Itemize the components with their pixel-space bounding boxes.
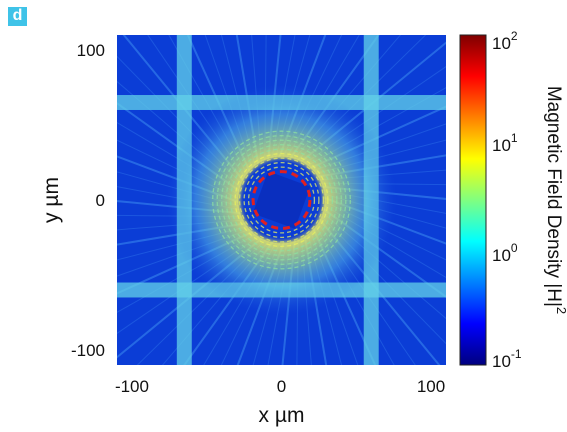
- ring-fringe: [238, 157, 325, 243]
- colorbar-tick-label: 100: [492, 241, 518, 265]
- y-axis-label: y µm: [40, 177, 63, 223]
- colorbar-tick-label: 10-1: [492, 347, 522, 371]
- colorbar-tick-label: 102: [492, 29, 518, 53]
- x-axis-label: x µm: [259, 404, 305, 427]
- plot-area: [117, 35, 446, 365]
- colorbar-label-superscript: 2: [554, 307, 567, 314]
- colorbar-label-text: Magnetic Field Density |H|: [543, 86, 564, 307]
- ring-fringe: [216, 135, 347, 265]
- ring-fringe: [243, 161, 320, 239]
- ring-fringes: [212, 130, 351, 270]
- x-tick-label: -100: [115, 377, 149, 396]
- colorbar-label: Magnetic Field Density |H|2: [543, 86, 567, 314]
- ring-fringe: [234, 152, 329, 248]
- x-tick-label: 0: [277, 377, 286, 396]
- y-axis-ticks: 100 0 -100: [71, 41, 105, 360]
- ring-fringe: [221, 139, 342, 261]
- y-tick-label: 0: [96, 191, 105, 210]
- colorbar-ticks: 102 101 100 10-1: [492, 29, 522, 371]
- x-tick-label: 100: [417, 377, 445, 396]
- x-axis-ticks: -100 0 100: [115, 377, 445, 396]
- panel-label: d: [8, 7, 27, 26]
- ring-fringe: [247, 166, 316, 234]
- ring-fringe: [225, 144, 338, 256]
- colorbar: [459, 34, 487, 366]
- y-tick-label: 100: [77, 41, 105, 60]
- ring-fringe: [212, 130, 351, 270]
- colorbar-tick-label: 101: [492, 131, 518, 155]
- dashed-boundary-circle: [251, 170, 312, 230]
- ring-fringe: [230, 148, 333, 252]
- y-tick-label: -100: [71, 341, 105, 360]
- scatterer-core: [252, 171, 311, 229]
